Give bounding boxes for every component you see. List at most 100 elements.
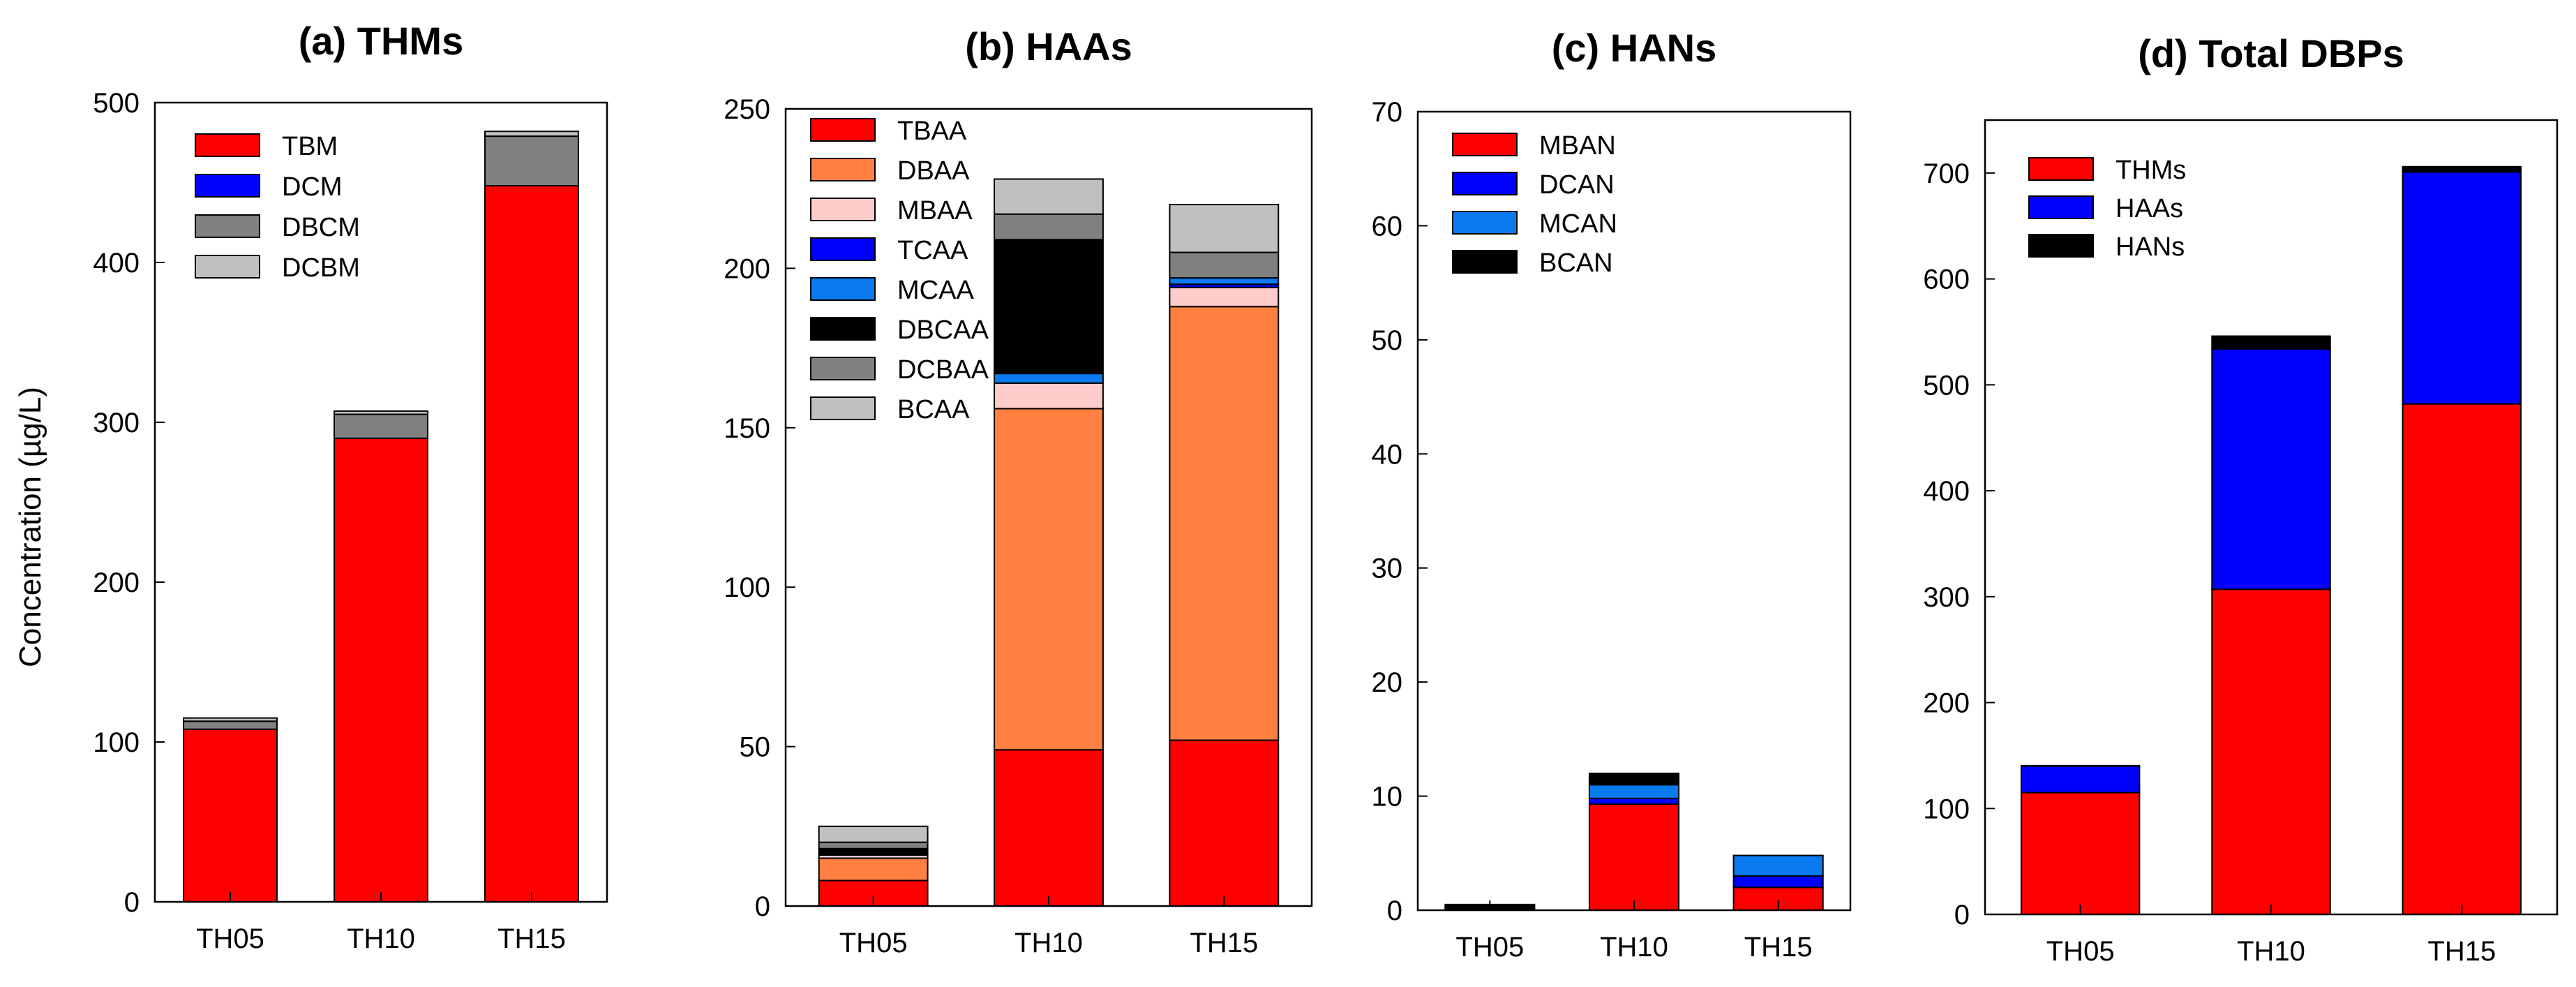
legend: TBM DCM DBCM DCBM <box>195 132 360 283</box>
bar-segment-mban-th10 <box>1588 803 1680 912</box>
bar-segment-haas-th05 <box>2020 765 2141 794</box>
bar-segment-haas-th15 <box>2402 171 2522 405</box>
legend-label-tbm: TBM <box>282 132 338 161</box>
bar-segment-tbm-th10 <box>334 437 428 903</box>
legend-swatch-dbaa <box>810 158 876 181</box>
legend-label-mcaa: MCAA <box>897 276 974 305</box>
bar-segment-dcan-th10 <box>1588 797 1680 806</box>
bar-segment-dbcm-th15 <box>484 135 579 187</box>
legend-swatch-mbaa <box>810 198 876 221</box>
bar-segment-dbcaa-th05 <box>818 847 929 856</box>
plot-frame <box>784 107 1313 907</box>
bar-segment-bcaa-th05 <box>818 825 929 843</box>
legend-swatch-dcbaa <box>810 357 876 380</box>
bar-segment-hans-th10 <box>2211 335 2331 350</box>
bar-segment-dcan-th15 <box>1732 875 1824 889</box>
x-tick-label: TH10 <box>2237 936 2305 967</box>
x-tick-label: TH10 <box>347 923 415 954</box>
chart-panel-0: (a) THMs TH05 TH10 TH15 0 100 200 300 400 500 TBM D… <box>93 19 608 954</box>
x-tick-label: TH15 <box>1190 928 1258 958</box>
plot-frame <box>153 101 608 903</box>
y-tick-label: 200 <box>93 567 140 598</box>
bar-segment-dcbaa-th15 <box>1169 251 1280 279</box>
legend-label-dbaa: DBAA <box>897 156 970 186</box>
legend-label-thms: THMs <box>2116 156 2186 185</box>
y-tick-label: 100 <box>1923 794 1970 824</box>
bar-segment-bcaa-th10 <box>994 178 1104 215</box>
legend-label-dcbm: DCBM <box>282 253 360 283</box>
legend-swatch-bcan <box>1452 250 1518 274</box>
legend-label-dbcaa: DBCAA <box>897 316 989 345</box>
y-tick-label: 500 <box>1923 370 1970 401</box>
x-tick-label: TH15 <box>1744 932 1813 963</box>
legend-swatch-mcan <box>1452 211 1518 235</box>
bar-segment-mcaa-th15 <box>1169 277 1280 285</box>
chart-panel-3: (d) Total DBPs TH05 TH10 TH15 0 100 200 300 400 5… <box>1923 31 2559 967</box>
bar-segment-dcbaa-th10 <box>994 213 1104 241</box>
bar-segment-mbaa-th10 <box>994 382 1104 410</box>
panel-title: (b) HAAs <box>965 24 1132 68</box>
y-tick-label: 40 <box>1372 439 1403 470</box>
legend-swatch-dcm <box>195 174 260 198</box>
bar-segment-dcbm-th15 <box>484 131 579 138</box>
panel-title: (c) HANs <box>1552 26 1716 70</box>
y-tick-label: 0 <box>124 887 140 918</box>
legend-label-bcaa: BCAA <box>897 395 970 424</box>
legend-label-tbaa: TBAA <box>897 117 967 146</box>
x-tick-label: TH05 <box>839 928 908 958</box>
y-tick-label: 20 <box>1372 667 1403 698</box>
y-tick-label: 150 <box>724 413 770 444</box>
bar-segment-dbaa-th05 <box>818 857 929 882</box>
panel-title: (a) THMs <box>299 19 463 63</box>
legend-label-dcm: DCM <box>282 172 343 202</box>
legend-swatch-thms <box>2028 157 2094 181</box>
shared-y-axis-label: Concentration (µg/L) <box>13 387 47 667</box>
bar-segment-bcaa-th15 <box>1169 204 1280 253</box>
y-tick-label: 10 <box>1372 782 1403 812</box>
y-tick-label: 0 <box>1954 900 1970 930</box>
bar-segment-thms-th10 <box>2211 588 2331 915</box>
y-tick-label: 70 <box>1372 97 1403 128</box>
bar-segment-mcaa-th10 <box>994 373 1104 384</box>
bar-segment-tbm-th15 <box>484 185 579 903</box>
y-tick-label: 250 <box>724 94 770 125</box>
bar-segment-bcan-th10 <box>1588 772 1680 786</box>
bar-segment-thms-th15 <box>2402 403 2522 915</box>
x-tick-label: TH10 <box>1014 928 1083 958</box>
bar-segment-tbm-th05 <box>183 728 278 903</box>
plot-frame <box>1416 110 1852 912</box>
y-tick-label: 600 <box>1923 265 1970 295</box>
x-tick-label: TH05 <box>196 923 264 954</box>
legend: TBAA DBAA MBAA TCAA MCAA DBCAA DCBAA BCAA <box>810 117 989 424</box>
y-tick-label: 500 <box>93 88 140 119</box>
bar-segment-dbaa-th15 <box>1169 306 1280 741</box>
bar-segment-tbaa-th15 <box>1169 739 1280 907</box>
y-tick-label: 400 <box>93 248 140 279</box>
legend-swatch-tcaa <box>810 237 876 261</box>
y-tick-label: 400 <box>1923 476 1970 507</box>
y-tick-label: 50 <box>740 732 771 763</box>
bar-segment-haas-th10 <box>2211 348 2331 591</box>
x-tick-label: TH15 <box>2427 936 2496 967</box>
legend: MBAN DCAN MCAN BCAN <box>1452 131 1617 278</box>
y-tick-label: 200 <box>1923 688 1970 719</box>
y-tick-label: 200 <box>724 253 770 284</box>
legend-swatch-dbcm <box>195 214 260 238</box>
bar-segment-dbaa-th10 <box>994 408 1104 751</box>
bar-segment-dbcm-th05 <box>183 720 278 730</box>
y-tick-label: 0 <box>1387 896 1402 926</box>
bar-segment-mcan-th15 <box>1732 854 1824 877</box>
chart-panel-1: (b) HAAs TH05 TH10 TH15 0 50 100 150 200 250 TBAA D… <box>724 24 1313 958</box>
legend-label-bcan: BCAN <box>1539 248 1613 278</box>
x-tick-label: TH15 <box>497 923 566 954</box>
y-tick-label: 300 <box>1923 582 1970 613</box>
y-tick-label: 50 <box>1372 325 1403 356</box>
x-tick-label: TH05 <box>2046 936 2115 967</box>
y-tick-label: 700 <box>1923 158 1970 189</box>
panel-title: (d) Total DBPs <box>2138 31 2404 75</box>
bar-segment-tbaa-th10 <box>994 749 1104 907</box>
plot-frame <box>1984 119 2559 916</box>
legend-swatch-mban <box>1452 133 1518 156</box>
bar-segment-hans-th15 <box>2402 165 2522 173</box>
